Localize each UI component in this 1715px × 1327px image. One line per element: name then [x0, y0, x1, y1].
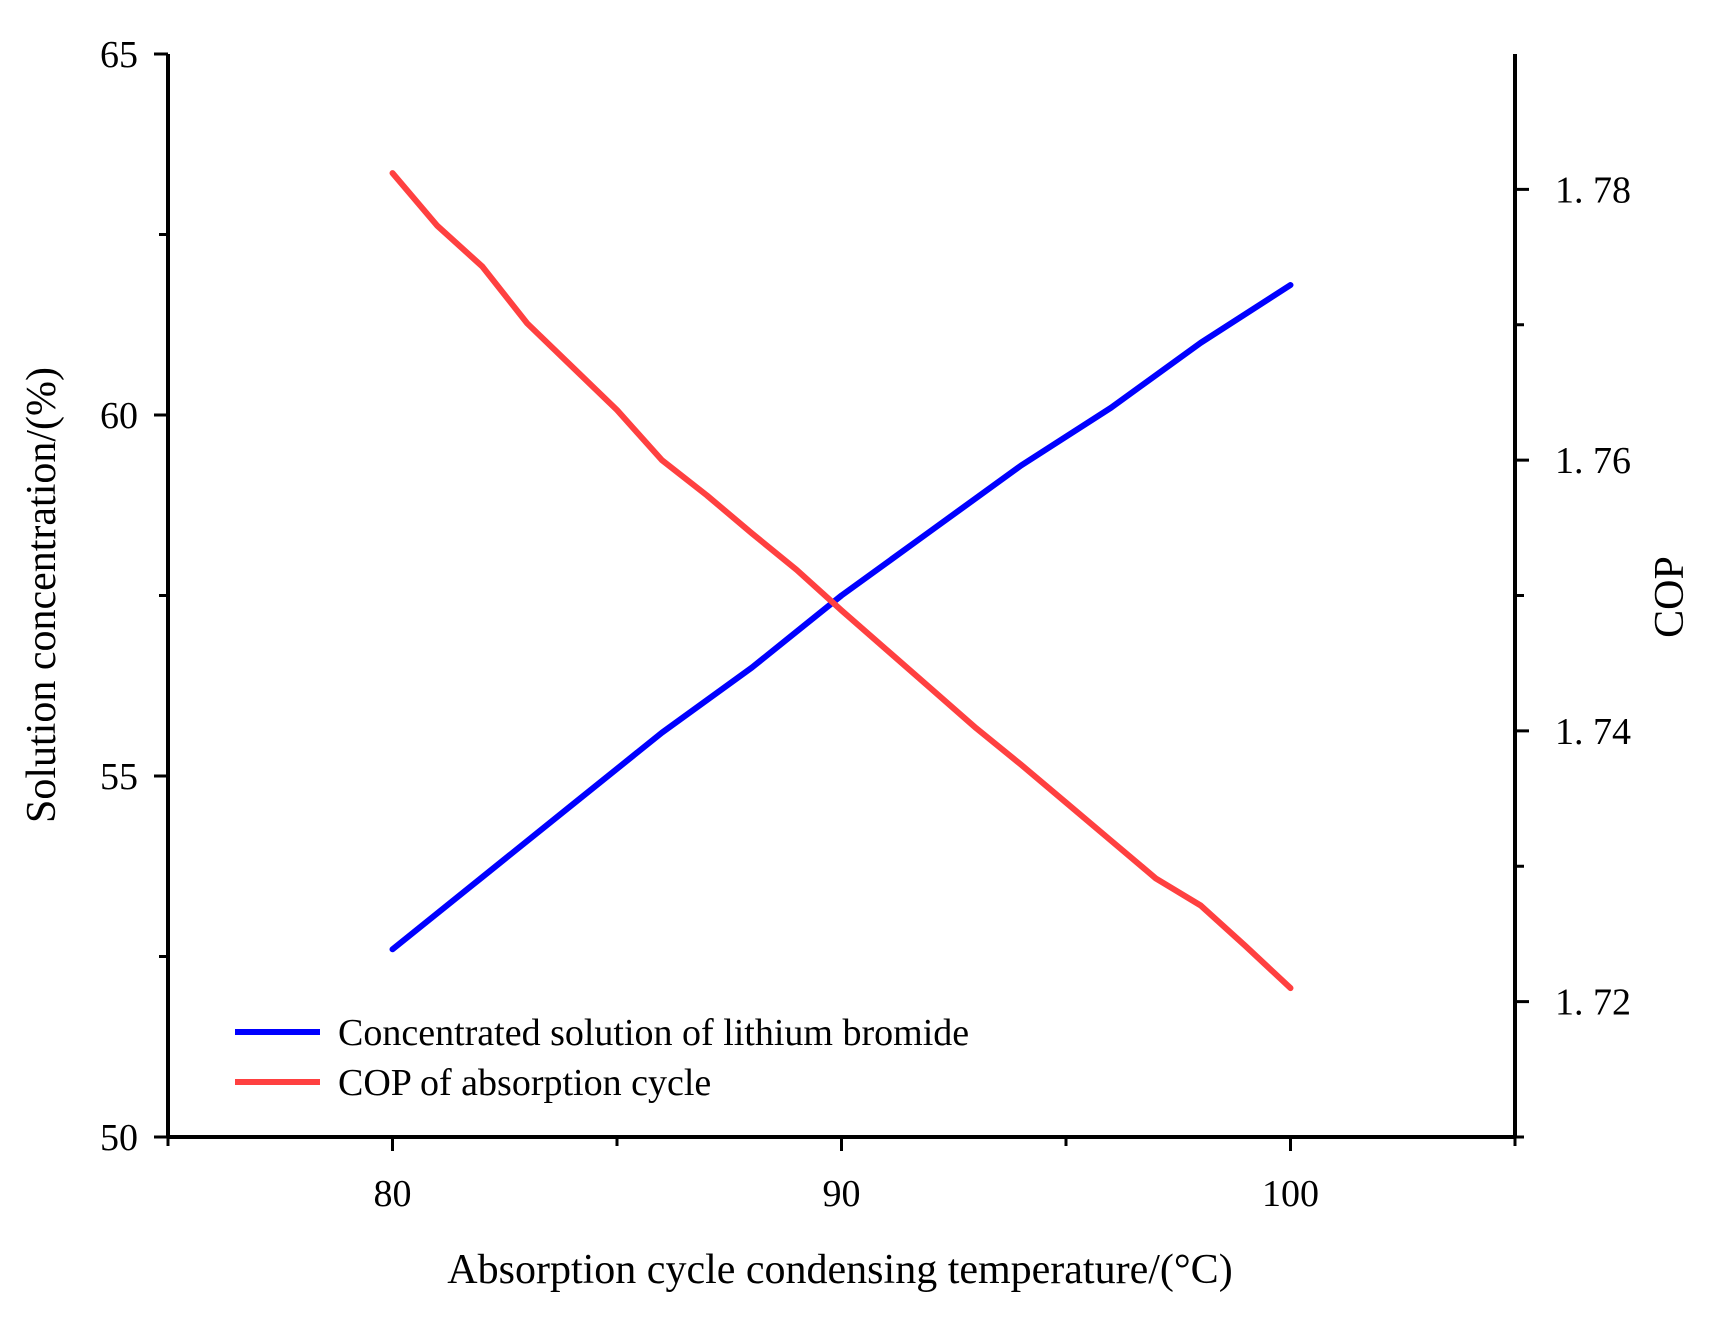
x-tick-label-80: 80: [374, 1173, 412, 1215]
y-tick-label-50: 50: [100, 1117, 138, 1159]
ticks-layer: 80 90 100 50 55 60 65 1. 72 1. 74 1. 76 1. 78: [100, 34, 1631, 1215]
y-tick-label-55: 55: [100, 756, 138, 798]
series-layer: [389, 170, 1294, 992]
x-axis-title: Absorption cycle condensing temperature/…: [447, 1247, 1232, 1293]
y2-axis-title: COP: [1647, 556, 1693, 638]
y2-tick-label-0: 1. 72: [1555, 982, 1631, 1024]
x-tick-label-100: 100: [1262, 1173, 1319, 1215]
legend: Concentrated solution of lithium bromide…: [235, 1012, 969, 1104]
y-axis-title: Solution concentration/(%): [19, 367, 65, 823]
y2-tick-label-1: 1. 74: [1555, 711, 1631, 753]
x-tick-label-90: 90: [823, 1173, 861, 1215]
y2-tick-label-3: 1. 78: [1555, 169, 1631, 211]
legend-label-concentration: Concentrated solution of lithium bromide: [338, 1012, 969, 1054]
y-tick-label-65: 65: [100, 34, 138, 76]
series-line-1: [389, 170, 1294, 992]
legend-label-cop: COP of absorption cycle: [338, 1062, 711, 1104]
y-tick-label-60: 60: [100, 395, 138, 437]
y2-tick-label-2: 1. 76: [1555, 440, 1631, 482]
series-line-0: [389, 282, 1294, 953]
